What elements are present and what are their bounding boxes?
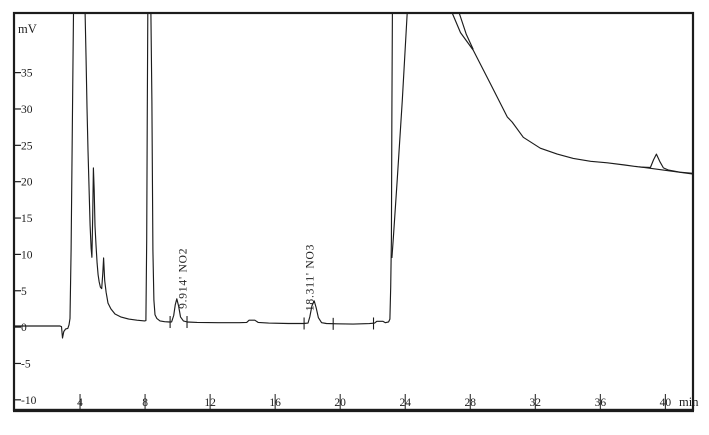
x-axis-unit-label: min [679, 395, 699, 409]
y-tick-label: 20 [21, 177, 33, 189]
y-tick-label: 35 [21, 68, 33, 80]
x-tick-label: 4 [77, 397, 83, 409]
y-tick-label: -10 [21, 395, 37, 407]
trace-late-peak-baseline [639, 166, 694, 175]
y-tick-label: 10 [21, 249, 33, 261]
y-tick-label: 30 [21, 104, 33, 116]
x-tick-label: 28 [465, 397, 477, 409]
y-tick-label: 5 [21, 286, 27, 298]
y-axis-unit-label: mV [18, 22, 37, 36]
x-tick-label: 16 [269, 397, 281, 409]
x-tick-label: 24 [399, 397, 411, 409]
trace-signal [15, 12, 694, 339]
y-tick-label: -5 [21, 358, 31, 370]
y-tick-label: 25 [21, 140, 33, 152]
y-tick-label: 15 [21, 213, 33, 225]
x-tick-label: 12 [204, 397, 216, 409]
trace-clipped-peak-edge [391, 12, 408, 259]
x-tick-label: 32 [530, 397, 542, 409]
x-tick-label: 40 [660, 397, 672, 409]
y-tick-label: 0 [21, 322, 27, 334]
peak-label-no2: 9.914' NO2 [178, 248, 190, 309]
x-tick-label: 8 [142, 397, 148, 409]
trace-tail-second-line [458, 12, 474, 50]
plot-frame [12, 11, 695, 412]
x-tick-label: 20 [334, 397, 346, 409]
x-tick-label: 36 [595, 397, 607, 409]
peak-label-no3: 18.311' NO3 [305, 244, 317, 311]
